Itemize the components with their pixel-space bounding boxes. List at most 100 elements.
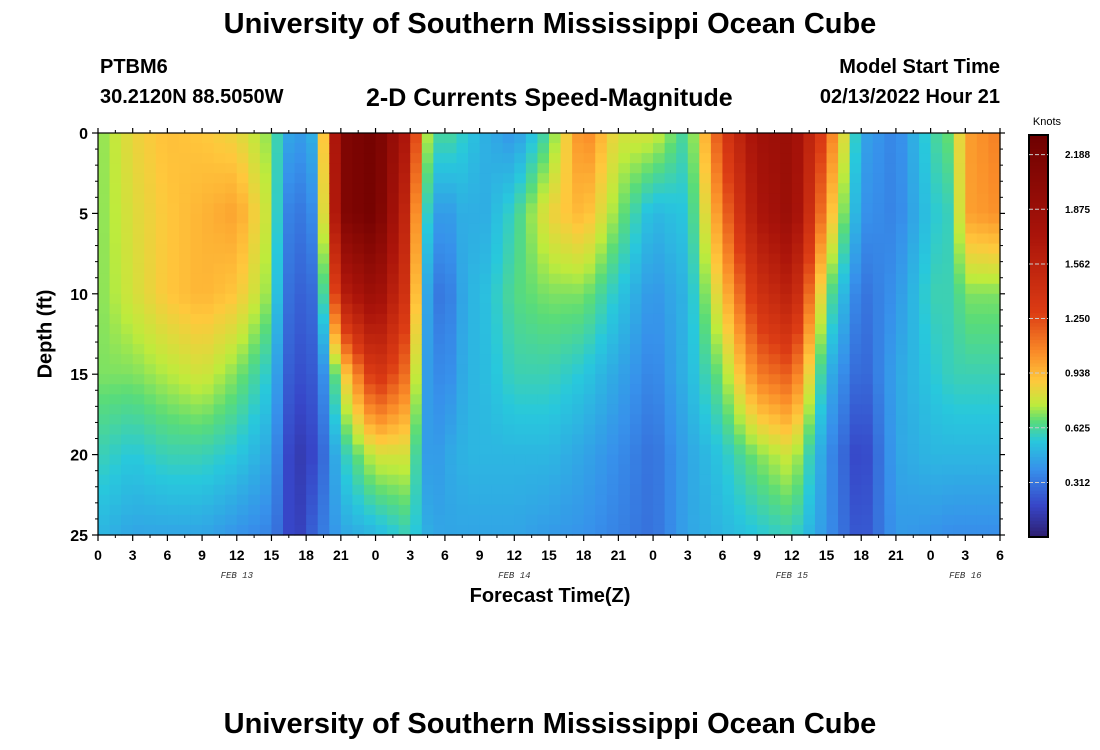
heatmap-cell xyxy=(676,283,689,295)
heatmap-cell xyxy=(560,283,573,295)
heatmap-cell xyxy=(190,303,203,315)
heatmap-cell xyxy=(664,173,677,184)
heatmap-cell xyxy=(433,384,446,395)
heatmap-cell xyxy=(734,504,747,516)
heatmap-cell xyxy=(687,243,700,255)
colorbar-band xyxy=(1029,275,1048,280)
heatmap-cell xyxy=(259,293,273,305)
heatmap-cell xyxy=(814,323,828,335)
heatmap-cell xyxy=(329,233,342,245)
heatmap-cell xyxy=(965,344,978,355)
heatmap-cell xyxy=(710,384,724,395)
heatmap-cell xyxy=(653,394,666,405)
heatmap-cell xyxy=(572,384,585,395)
heatmap-cell xyxy=(317,424,330,436)
heatmap-cell xyxy=(410,384,423,395)
heatmap-cell xyxy=(895,273,909,285)
colorbar-band xyxy=(1029,245,1048,250)
heatmap-cell xyxy=(838,434,851,446)
heatmap-cell xyxy=(641,303,654,315)
heatmap-cell xyxy=(953,454,966,466)
heatmap-cell xyxy=(514,203,527,214)
heatmap-cell xyxy=(641,223,654,235)
heatmap-cell xyxy=(294,283,307,295)
heatmap-cell xyxy=(202,514,215,526)
heatmap-cell xyxy=(976,133,990,144)
heatmap-cell xyxy=(190,504,203,516)
x-tick-label: 12 xyxy=(784,547,800,563)
heatmap-cell xyxy=(225,354,238,365)
heatmap-cell xyxy=(907,183,920,194)
heatmap-cell xyxy=(271,444,284,456)
heatmap-cell xyxy=(710,223,724,235)
heatmap-cell xyxy=(537,303,550,315)
heatmap-cell xyxy=(98,504,111,516)
heatmap-cell xyxy=(514,213,527,225)
heatmap-cell xyxy=(387,223,400,235)
colorbar-band xyxy=(1029,523,1048,528)
heatmap-cell xyxy=(814,293,828,305)
heatmap-cell xyxy=(791,404,805,415)
heatmap-cell xyxy=(363,494,377,506)
heatmap-cell xyxy=(745,514,758,526)
heatmap-cell xyxy=(109,344,122,355)
heatmap-cell xyxy=(248,173,261,184)
heatmap-cell xyxy=(132,273,145,285)
heatmap-cell xyxy=(398,233,411,245)
heatmap-cell xyxy=(826,193,839,204)
heatmap-cell xyxy=(965,444,978,456)
heatmap-cell xyxy=(641,344,654,355)
heatmap-cell xyxy=(618,454,631,466)
heatmap-cell xyxy=(699,243,712,255)
heatmap-cell xyxy=(155,233,168,245)
heatmap-cell xyxy=(352,263,365,275)
heatmap-cell xyxy=(248,454,261,466)
heatmap-cell xyxy=(768,233,781,245)
heatmap-cell xyxy=(895,464,909,476)
heatmap-cell xyxy=(537,334,550,345)
heatmap-cell xyxy=(294,454,307,466)
colorbar-band xyxy=(1029,188,1048,193)
heatmap-cell xyxy=(838,323,851,335)
heatmap-cell xyxy=(768,504,781,516)
heatmap-cell xyxy=(664,354,677,365)
heatmap-cell xyxy=(930,464,943,476)
heatmap-cell xyxy=(363,444,377,456)
heatmap-cell xyxy=(895,364,909,375)
heatmap-cell xyxy=(363,354,377,365)
heatmap-cell xyxy=(710,253,724,265)
heatmap-cell xyxy=(745,173,758,184)
heatmap-cell xyxy=(676,223,689,235)
heatmap-cell xyxy=(664,374,677,385)
heatmap-cell xyxy=(271,504,284,516)
heatmap-cell xyxy=(687,233,700,245)
heatmap-cell xyxy=(121,133,134,144)
heatmap-cell xyxy=(780,193,793,204)
heatmap-cell xyxy=(687,163,700,174)
heatmap-cell xyxy=(202,344,215,355)
heatmap-cell xyxy=(109,364,122,375)
heatmap-cell xyxy=(583,263,596,275)
heatmap-cell xyxy=(202,293,215,305)
heatmap-cell xyxy=(398,464,411,476)
heatmap-cell xyxy=(109,334,122,345)
heatmap-cell xyxy=(942,193,955,204)
heatmap-cell xyxy=(722,384,735,395)
heatmap-cell xyxy=(826,354,839,365)
heatmap-cell xyxy=(306,263,319,275)
heatmap-cell xyxy=(375,344,388,355)
heatmap-cell xyxy=(595,524,608,536)
heatmap-cell xyxy=(456,263,469,275)
heatmap-cell xyxy=(514,323,527,335)
heatmap-cell xyxy=(745,223,758,235)
heatmap-cell xyxy=(155,183,168,194)
heatmap-cell xyxy=(132,303,145,315)
heatmap-cell xyxy=(687,354,700,365)
heatmap-cell xyxy=(572,334,585,345)
heatmap-cell xyxy=(132,323,145,335)
heatmap-cell xyxy=(352,434,365,446)
heatmap-cell xyxy=(167,394,180,405)
heatmap-cell xyxy=(641,253,654,265)
heatmap-cell xyxy=(618,384,631,395)
heatmap-cell xyxy=(953,434,966,446)
